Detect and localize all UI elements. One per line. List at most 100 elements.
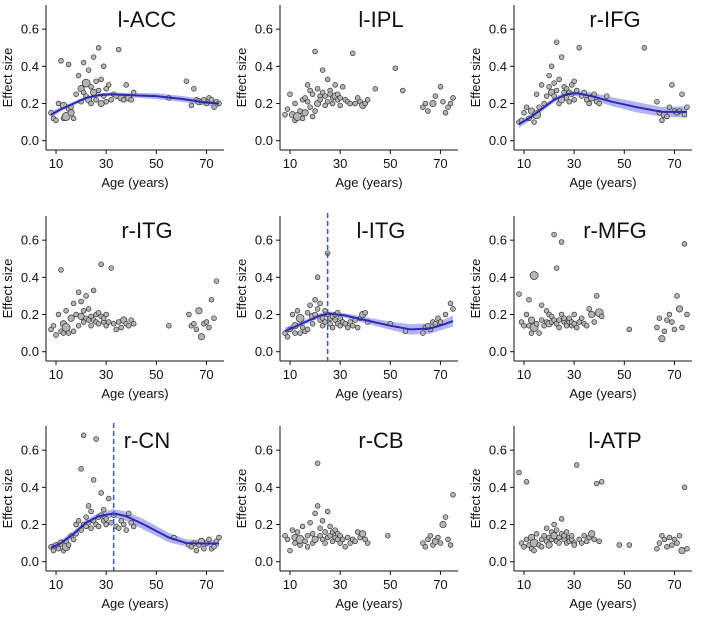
- data-point: [437, 540, 444, 546]
- data-point: [83, 293, 89, 299]
- data-point: [324, 76, 331, 83]
- data-point: [63, 308, 69, 314]
- data-point: [294, 308, 301, 314]
- data-point: [70, 328, 77, 335]
- y-tick-label: 0.2: [255, 517, 273, 532]
- x-tick-label: 30: [99, 577, 113, 592]
- data-point: [80, 432, 87, 439]
- data-point: [55, 545, 62, 552]
- data-point: [543, 308, 550, 314]
- data-point: [83, 514, 89, 520]
- data-point: [123, 527, 129, 533]
- data-point: [541, 100, 547, 107]
- data-point: [287, 547, 293, 554]
- panel-title: r-IFG: [589, 7, 640, 32]
- x-tick-label: 50: [617, 156, 631, 171]
- data-point: [553, 87, 560, 94]
- data-point: [95, 45, 102, 51]
- x-axis-title: Age (years): [569, 386, 636, 401]
- data-point: [128, 97, 134, 103]
- data-point: [586, 100, 592, 107]
- x-tick-label: 70: [667, 156, 681, 171]
- data-point: [654, 545, 660, 552]
- data-point: [553, 265, 560, 271]
- y-axis-title: Effect size: [0, 259, 15, 319]
- data-point: [103, 322, 109, 329]
- y-tick-label: 0.2: [21, 517, 39, 532]
- x-tick-label: 30: [333, 577, 347, 592]
- x-tick-label: 70: [199, 577, 213, 592]
- data-point: [67, 314, 75, 322]
- data-point: [588, 530, 596, 538]
- data-point: [674, 540, 680, 546]
- data-point: [208, 97, 215, 103]
- y-tick-label: 0.6: [255, 233, 273, 248]
- data-point: [654, 98, 660, 105]
- data-point: [319, 518, 326, 524]
- data-point: [337, 540, 343, 546]
- data-point: [329, 100, 336, 107]
- data-point: [516, 469, 522, 476]
- data-point: [364, 97, 371, 103]
- data-point: [447, 542, 454, 548]
- data-point: [527, 316, 536, 324]
- data-point: [130, 89, 137, 96]
- data-point: [546, 72, 552, 79]
- data-point: [359, 530, 367, 538]
- data-point: [78, 298, 84, 305]
- data-point: [327, 321, 333, 327]
- data-point: [354, 324, 361, 331]
- data-point: [669, 82, 675, 88]
- y-tick-label: 0.2: [21, 307, 39, 322]
- y-tick-label: 0.4: [21, 59, 39, 74]
- data-point: [671, 536, 678, 543]
- panel-l-acc: 0.0 0.2 0.4 0.6 10 30 50 70 Age (years) Effect si…: [0, 5, 224, 190]
- data-point: [347, 540, 353, 546]
- data-point: [450, 492, 456, 498]
- data-point: [327, 532, 333, 539]
- y-axis-title: Effect size: [468, 48, 483, 108]
- data-point: [332, 527, 338, 533]
- data-point: [339, 536, 346, 543]
- data-point: [98, 490, 104, 496]
- data-point: [322, 319, 328, 325]
- data-point: [553, 39, 560, 45]
- data-point: [675, 305, 684, 313]
- data-point: [538, 317, 545, 323]
- data-point: [427, 532, 434, 539]
- data-point: [420, 330, 426, 336]
- data-point: [75, 518, 82, 524]
- y-tick-label: 0.4: [255, 480, 273, 495]
- data-point: [103, 311, 109, 318]
- y-tick-label: 0.4: [255, 59, 273, 74]
- data-point: [90, 477, 97, 483]
- data-point: [571, 311, 577, 318]
- data-point: [166, 322, 172, 329]
- y-tick-label: 0.2: [489, 517, 507, 532]
- data-point: [105, 82, 112, 88]
- data-point: [307, 519, 313, 526]
- y-tick-label: 0.4: [21, 270, 39, 285]
- fit-line: [50, 93, 220, 116]
- data-point: [70, 115, 77, 122]
- data-point: [558, 311, 565, 318]
- data-point: [95, 87, 102, 94]
- data-point: [302, 95, 308, 101]
- data-point: [307, 104, 313, 110]
- data-point: [95, 523, 102, 530]
- data-point: [538, 302, 545, 308]
- data-point: [309, 91, 316, 97]
- data-point: [442, 514, 449, 520]
- data-point: [556, 317, 562, 323]
- y-tick-label: 0.2: [21, 96, 39, 111]
- panel-r-itg: 0.0 0.2 0.4 0.6 10 30 50 70 Age (years) Effect si…: [0, 216, 224, 401]
- panel-l-itg: 0.0 0.2 0.4 0.6 10 30 50 70 Age (years) Effect si…: [234, 213, 458, 401]
- y-axis-title: Effect size: [234, 469, 249, 529]
- data-point: [206, 324, 212, 331]
- data-point: [583, 538, 590, 545]
- x-tick-label: 50: [383, 367, 397, 382]
- data-point: [307, 87, 313, 94]
- data-point: [400, 87, 406, 94]
- y-tick-label: 0.0: [255, 133, 273, 148]
- data-point: [337, 95, 343, 101]
